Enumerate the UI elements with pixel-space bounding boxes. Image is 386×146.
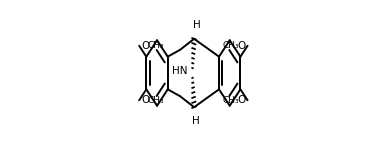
Text: O: O: [141, 95, 149, 105]
Text: CH₃: CH₃: [147, 96, 164, 105]
Text: H: H: [193, 20, 201, 30]
Text: CH₃: CH₃: [223, 41, 239, 50]
Text: O: O: [237, 95, 245, 105]
Text: CH₃: CH₃: [223, 96, 239, 105]
Text: CH₃: CH₃: [147, 41, 164, 50]
Text: O: O: [237, 41, 245, 51]
Text: HN: HN: [171, 66, 187, 76]
Text: O: O: [141, 41, 149, 51]
Text: H: H: [192, 116, 200, 126]
